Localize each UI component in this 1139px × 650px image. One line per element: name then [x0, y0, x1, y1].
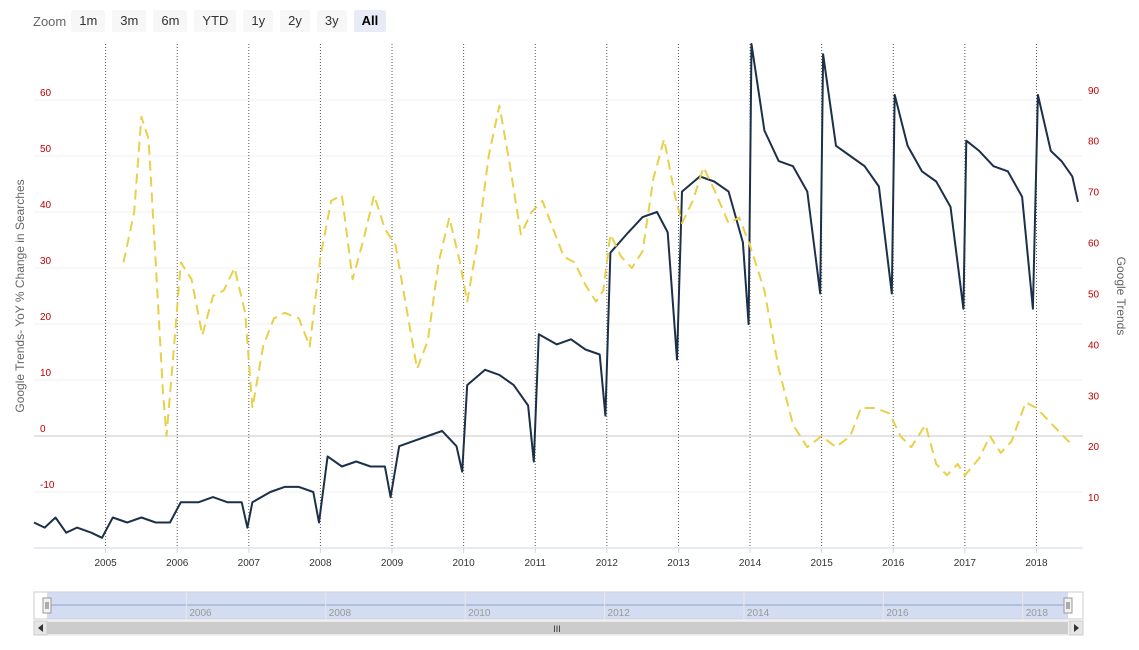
- navigator-label: 2014: [747, 608, 770, 619]
- x-axis-tick-label: 2017: [954, 558, 977, 569]
- x-axis-tick-label: 2008: [309, 558, 332, 569]
- zoom-2y-button[interactable]: 2y: [280, 10, 310, 32]
- x-axis-tick-label: 2005: [94, 558, 117, 569]
- right-axis-tick-label: 30: [1088, 391, 1100, 402]
- scrollbar-thumb[interactable]: [47, 622, 1068, 634]
- google-trends-series-line: [33, 43, 1079, 539]
- x-axis-tick-label: 2011: [524, 558, 546, 569]
- left-axis-tick-label: 30: [40, 256, 52, 267]
- x-axis-tick-label: 2006: [166, 558, 189, 569]
- right-axis-tick-label: 20: [1088, 442, 1100, 453]
- navigator-label: 2018: [1026, 608, 1049, 619]
- navigator-label: 2008: [329, 608, 352, 619]
- navigator-labels: 2006 2008 2010 2012 2014 2016 2018: [185, 592, 1049, 619]
- x-axis-tick-label: 2009: [381, 558, 404, 569]
- zoom-label: Zoom: [33, 13, 67, 29]
- zoom-all-button[interactable]: All: [353, 10, 387, 32]
- left-axis-tick-label: -10: [40, 480, 55, 491]
- navigator-right-handle[interactable]: [1063, 597, 1073, 614]
- x-axis-tick-label: 2016: [882, 558, 905, 569]
- left-axis-tick-label: 20: [40, 312, 52, 323]
- right-axis-tick-label: 10: [1088, 493, 1100, 504]
- right-axis-tick-label: 90: [1088, 86, 1100, 97]
- scrollbar-grip: III: [553, 624, 561, 634]
- zoom-3m-button[interactable]: 3m: [112, 10, 147, 32]
- zoom-1y-button[interactable]: 1y: [243, 10, 274, 32]
- grid-layer: [34, 44, 1083, 548]
- navigator-label: 2016: [886, 608, 909, 619]
- zoom-6m-button[interactable]: 6m: [153, 10, 188, 32]
- navigator[interactable]: 2006 2008 2010 2012 2014 2016 2018: [33, 591, 1084, 620]
- navigator-left-handle[interactable]: [42, 597, 52, 614]
- right-axis-tick-label: 60: [1088, 239, 1100, 250]
- navigator-label: 2010: [468, 608, 491, 619]
- right-axis-tick-label: 70: [1088, 188, 1100, 199]
- scrollbar[interactable]: III: [33, 620, 1084, 636]
- left-axis-tick-label: 0: [40, 424, 46, 435]
- zoom-1m-button[interactable]: 1m: [71, 10, 106, 32]
- scroll-left-arrow-icon[interactable]: [33, 620, 48, 636]
- navigator-label: 2006: [189, 608, 212, 619]
- right-axis-title: Google Trends: [1114, 257, 1128, 336]
- left-axis-tick-label: 50: [40, 144, 52, 155]
- left-axis-tick-label: 10: [40, 368, 52, 379]
- x-axis-tick-label: 2018: [1025, 558, 1048, 569]
- x-axis-tick-label: 2013: [667, 558, 690, 569]
- navigator-label: 2012: [608, 608, 631, 619]
- x-axis-tick-label: 2007: [238, 558, 261, 569]
- x-axis-tick-label: 2015: [811, 558, 834, 569]
- zoom-ytd-button[interactable]: YTD: [194, 10, 237, 32]
- right-axis-tick-label: 80: [1088, 137, 1100, 148]
- zoom-bar: Zoom 1m 3m 6m YTD 1y 2y 3y All: [33, 9, 393, 33]
- left-axis-title: Google Trends- YoY % Change in Searches: [13, 179, 27, 412]
- right-axis-tick-label: 50: [1088, 289, 1100, 300]
- zoom-3y-button[interactable]: 3y: [316, 10, 347, 32]
- yoy-change-series-line: [122, 104, 1075, 477]
- left-axis-tick-label: 40: [40, 200, 52, 211]
- series-layer: [33, 43, 1079, 539]
- right-axis-tick-label: 40: [1088, 340, 1100, 351]
- x-axis-tick-label: 2014: [739, 558, 762, 569]
- x-axis-tick-label: 2012: [596, 558, 619, 569]
- x-axis-tick-label: 2010: [452, 558, 475, 569]
- left-axis-tick-label: 60: [40, 88, 52, 99]
- scroll-right-arrow-icon[interactable]: [1069, 620, 1084, 636]
